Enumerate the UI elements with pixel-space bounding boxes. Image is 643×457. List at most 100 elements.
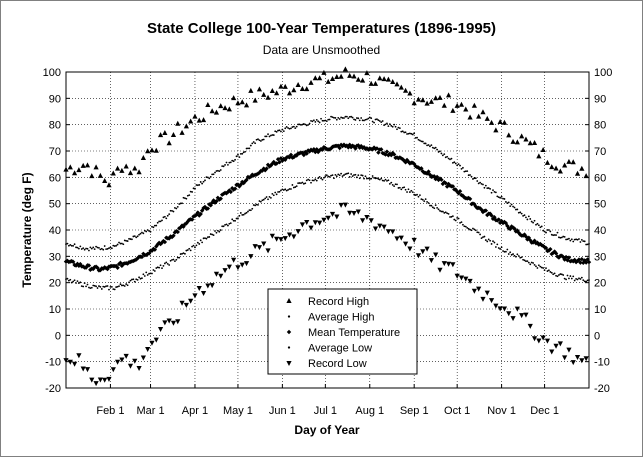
- data-point: [506, 132, 512, 138]
- data-point: [215, 231, 218, 234]
- data-point: [248, 174, 254, 179]
- data-point: [138, 233, 140, 236]
- data-point: [357, 117, 360, 120]
- data-point: [453, 218, 456, 221]
- data-point: [343, 117, 345, 119]
- data-point: [549, 271, 552, 273]
- data-point: [354, 119, 357, 121]
- data-point: [219, 169, 222, 171]
- data-point: [163, 215, 166, 218]
- data-point: [330, 174, 332, 177]
- data-point: [205, 101, 211, 107]
- data-point: [152, 226, 155, 229]
- x-axis-title: Day of Year: [294, 423, 359, 437]
- data-point: [531, 140, 538, 146]
- data-point: [229, 222, 232, 225]
- data-point: [430, 204, 433, 207]
- data-point: [305, 124, 308, 127]
- data-point: [582, 279, 585, 282]
- data-point: [543, 230, 546, 233]
- data-point: [89, 246, 92, 249]
- data-point: [229, 161, 232, 164]
- data-point: [155, 224, 158, 227]
- data-point: [140, 154, 146, 160]
- data-point: [527, 215, 530, 218]
- data-point: [467, 114, 473, 120]
- data-point: [437, 208, 440, 211]
- data-point: [572, 275, 575, 278]
- data-point: [537, 264, 540, 267]
- data-point: [119, 242, 122, 245]
- data-point: [188, 118, 194, 124]
- data-point: [513, 254, 516, 257]
- data-point: [295, 82, 301, 88]
- data-point: [255, 138, 258, 141]
- data-point: [582, 258, 587, 263]
- data-point: [329, 211, 336, 217]
- data-point: [83, 282, 86, 284]
- data-point: [528, 238, 533, 243]
- data-point: [312, 179, 315, 182]
- data-point: [406, 159, 411, 164]
- data-point: [200, 290, 207, 296]
- data-point: [321, 217, 327, 223]
- data-point: [103, 245, 106, 247]
- data-point: [398, 127, 401, 130]
- data-point: [89, 287, 92, 290]
- data-point: [265, 135, 268, 138]
- data-point: [153, 270, 156, 272]
- data-point: [299, 86, 306, 92]
- y-tick-label-right: 40: [594, 225, 606, 237]
- data-point: [383, 179, 385, 182]
- data-point: [459, 221, 461, 224]
- data-point: [145, 148, 151, 154]
- data-point: [474, 229, 477, 232]
- data-point: [572, 240, 575, 243]
- data-point: [194, 246, 196, 249]
- data-point: [192, 113, 198, 119]
- data-point: [416, 136, 418, 139]
- data-point: [321, 119, 324, 122]
- data-point: [142, 232, 145, 235]
- data-point: [402, 87, 409, 93]
- data-point: [237, 153, 239, 156]
- data-point: [72, 280, 75, 283]
- data-point: [428, 98, 434, 104]
- data-point: [390, 150, 395, 156]
- data-point: [96, 287, 99, 289]
- data-point: [196, 241, 199, 244]
- data-point: [527, 140, 533, 146]
- data-point: [209, 108, 215, 114]
- data-point: [116, 285, 119, 288]
- data-point: [514, 139, 520, 145]
- data-point: [166, 140, 172, 146]
- data-point: [157, 132, 164, 138]
- data-point: [67, 359, 73, 365]
- data-point: [93, 264, 99, 269]
- data-point: [314, 121, 317, 123]
- data-point: [280, 130, 282, 133]
- data-point: [411, 133, 414, 136]
- data-point: [525, 260, 527, 263]
- data-point: [460, 221, 463, 224]
- data-point: [242, 151, 245, 154]
- series-mean-temperature: [63, 142, 592, 273]
- data-point: [285, 125, 288, 128]
- data-point: [102, 377, 108, 383]
- data-point: [278, 190, 281, 193]
- data-point: [145, 230, 148, 233]
- data-point: [159, 220, 162, 223]
- data-point: [522, 232, 527, 237]
- data-point: [497, 247, 500, 249]
- data-point: [89, 173, 95, 179]
- data-point: [335, 175, 338, 178]
- x-tick-label: Oct 1: [444, 405, 470, 417]
- data-point: [225, 161, 228, 164]
- data-point: [93, 248, 96, 251]
- data-point: [559, 253, 564, 258]
- data-point: [333, 177, 335, 180]
- data-point: [390, 229, 396, 235]
- data-point: [510, 138, 516, 144]
- data-point: [439, 209, 441, 212]
- data-point: [398, 84, 404, 90]
